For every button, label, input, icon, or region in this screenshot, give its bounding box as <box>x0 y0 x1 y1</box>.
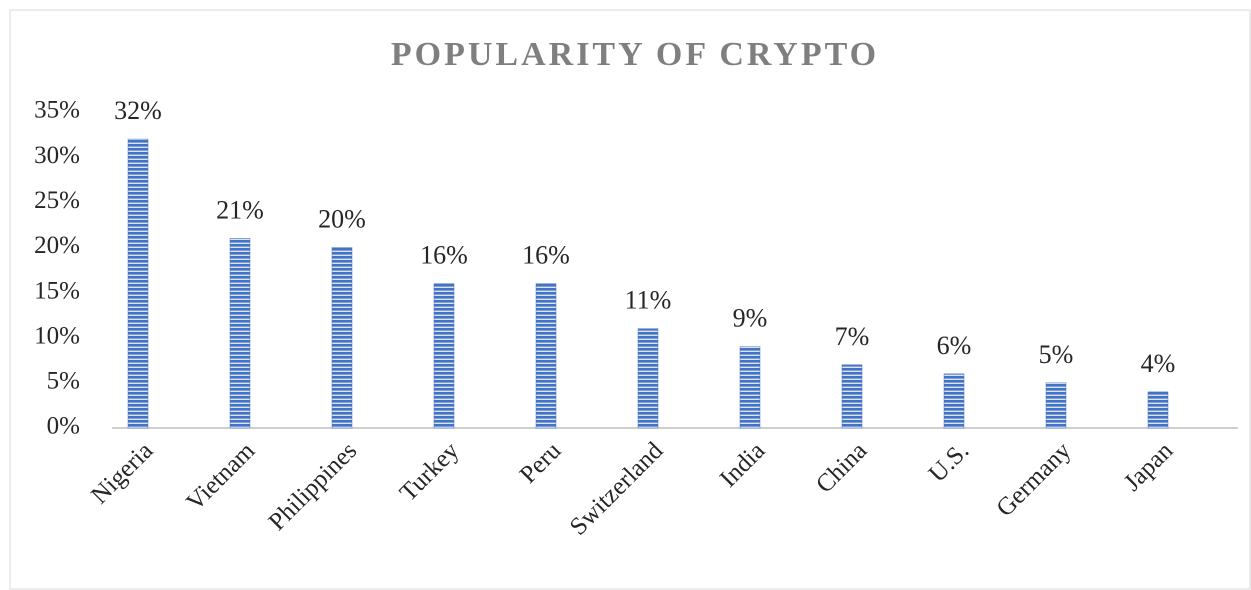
value-label: 16% <box>522 241 570 270</box>
bar <box>229 238 251 429</box>
y-tick-label: 15% <box>34 277 80 304</box>
bar <box>943 373 965 429</box>
chart-title: POPULARITY OF CRYPTO <box>391 36 879 73</box>
value-label: 4% <box>1141 349 1176 378</box>
value-label: 32% <box>114 96 162 125</box>
bar <box>331 247 353 429</box>
bar <box>739 346 761 429</box>
value-label: 16% <box>420 241 468 270</box>
value-label: 9% <box>733 304 768 333</box>
value-label: 21% <box>216 195 264 224</box>
y-tick-label: 0% <box>47 413 80 440</box>
bar <box>535 283 557 429</box>
value-label: 7% <box>835 322 870 351</box>
bar <box>127 138 149 429</box>
value-label: 5% <box>1039 340 1074 369</box>
y-tick-label: 30% <box>34 142 80 169</box>
value-label: 20% <box>318 204 366 233</box>
bar <box>1147 391 1169 429</box>
value-label: 11% <box>625 286 672 315</box>
y-tick-label: 5% <box>47 368 80 395</box>
bar <box>1045 382 1067 429</box>
value-label: 6% <box>937 331 972 360</box>
chart-border <box>9 9 1251 590</box>
y-tick-label: 10% <box>34 322 80 349</box>
y-tick-label: 35% <box>34 97 80 124</box>
bar <box>433 283 455 429</box>
bar <box>841 364 863 429</box>
bar <box>637 328 659 429</box>
y-tick-label: 25% <box>34 187 80 214</box>
y-tick-label: 20% <box>34 232 80 259</box>
